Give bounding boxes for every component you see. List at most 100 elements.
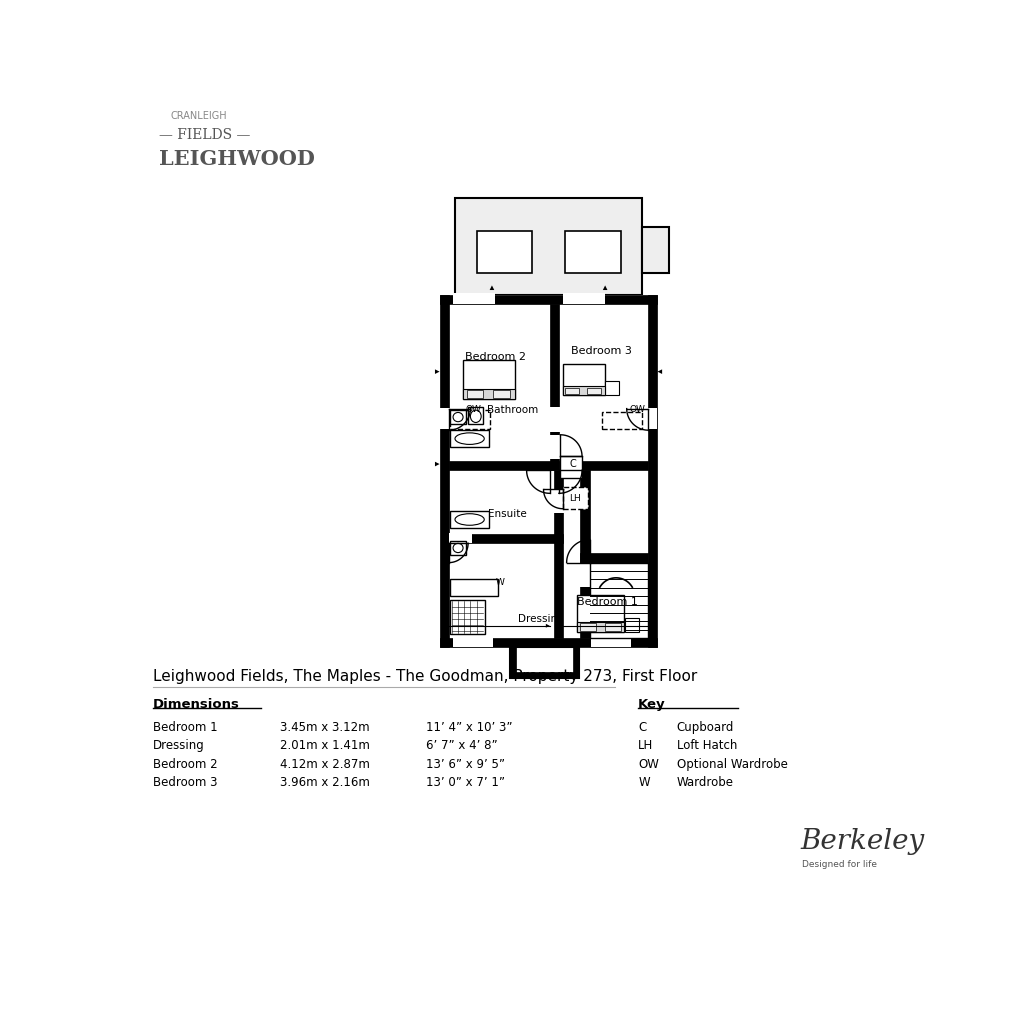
Text: 3.96m x 2.16m: 3.96m x 2.16m — [280, 775, 370, 789]
Polygon shape — [444, 625, 448, 628]
Text: Bedroom 1: Bedroom 1 — [577, 596, 637, 606]
Bar — [454, 199, 642, 296]
Text: LH: LH — [638, 739, 653, 751]
Text: Bedroom 1: Bedroom 1 — [153, 720, 218, 733]
Ellipse shape — [452, 544, 463, 553]
Text: 2.01m x 1.41m: 2.01m x 1.41m — [280, 739, 370, 751]
Bar — [510, 648, 516, 679]
Text: LH: LH — [569, 494, 581, 503]
Bar — [562, 488, 588, 510]
Ellipse shape — [454, 515, 484, 526]
Bar — [463, 361, 515, 399]
Bar — [450, 411, 466, 425]
Bar — [468, 408, 483, 425]
Text: C: C — [569, 459, 576, 468]
Polygon shape — [648, 625, 651, 628]
Bar — [562, 387, 604, 395]
Bar — [553, 471, 562, 639]
Bar — [452, 293, 494, 305]
Bar — [565, 231, 620, 274]
Text: OW: OW — [466, 405, 481, 414]
Bar — [562, 293, 604, 305]
Bar — [439, 409, 450, 430]
Text: Wardrobe: Wardrobe — [676, 775, 733, 789]
Text: CRANLEIGH: CRANLEIGH — [170, 111, 226, 120]
Bar — [565, 388, 579, 394]
Text: Key: Key — [638, 698, 665, 710]
Bar — [439, 296, 448, 648]
Bar — [510, 648, 579, 679]
Text: Bedroom 3: Bedroom 3 — [153, 775, 217, 789]
Bar — [493, 390, 510, 398]
Bar — [576, 595, 624, 632]
Bar — [476, 231, 532, 274]
Text: Designed for life: Designed for life — [802, 859, 876, 868]
Bar — [604, 381, 619, 395]
Text: 6’ 7” x 4’ 8”: 6’ 7” x 4’ 8” — [426, 739, 497, 751]
Bar — [439, 296, 657, 305]
Text: Dressing: Dressing — [153, 739, 205, 751]
Bar — [646, 409, 657, 430]
Text: Ensuite: Ensuite — [487, 508, 526, 518]
Text: Bedroom 2: Bedroom 2 — [153, 757, 218, 770]
Bar — [559, 457, 582, 479]
Bar — [604, 624, 621, 632]
Bar — [580, 471, 589, 639]
Bar — [625, 619, 638, 632]
Bar — [439, 639, 657, 648]
Polygon shape — [434, 370, 439, 375]
Text: — FIELDS —: — FIELDS — — [159, 127, 251, 142]
Text: Bathroom: Bathroom — [487, 405, 538, 414]
Polygon shape — [434, 463, 439, 467]
Text: OW: OW — [629, 405, 644, 414]
Bar — [450, 411, 490, 430]
Bar — [558, 462, 648, 471]
Bar — [549, 408, 559, 432]
Bar — [580, 553, 648, 564]
Text: W: W — [638, 775, 649, 789]
Bar — [510, 673, 579, 679]
Text: Berkeley: Berkeley — [799, 827, 923, 855]
Bar — [587, 388, 601, 394]
Bar — [448, 462, 553, 471]
Bar — [601, 413, 642, 430]
Bar — [450, 512, 488, 529]
Text: W: W — [495, 578, 503, 587]
Bar — [450, 541, 466, 555]
Bar — [562, 365, 604, 395]
Polygon shape — [558, 625, 562, 628]
Polygon shape — [602, 286, 607, 290]
Bar — [591, 637, 631, 648]
Bar — [580, 564, 591, 588]
Text: Dimensions: Dimensions — [153, 698, 239, 710]
Bar — [553, 490, 564, 513]
Text: Bedroom 2: Bedroom 2 — [464, 352, 525, 362]
Bar — [439, 296, 657, 648]
Bar — [573, 648, 579, 679]
Text: 13’ 6” x 9’ 5”: 13’ 6” x 9’ 5” — [426, 757, 505, 770]
Ellipse shape — [470, 411, 481, 423]
Bar — [549, 305, 558, 471]
Text: Leighwood Fields, The Maples - The Goodman, Property 273, First Floor: Leighwood Fields, The Maples - The Goodm… — [153, 668, 697, 684]
Text: Dressing: Dressing — [517, 613, 562, 624]
Text: C: C — [638, 720, 646, 733]
Bar — [549, 435, 559, 460]
Bar — [448, 533, 472, 544]
Text: 3.45m x 3.12m: 3.45m x 3.12m — [280, 720, 370, 733]
Bar — [579, 624, 595, 632]
Bar — [589, 564, 648, 639]
Text: Loft Hatch: Loft Hatch — [676, 739, 737, 751]
Bar — [642, 227, 668, 274]
Ellipse shape — [452, 413, 463, 422]
Bar — [576, 623, 624, 632]
Bar — [448, 535, 562, 544]
Ellipse shape — [454, 433, 484, 445]
Text: LEIGHWOOD: LEIGHWOOD — [159, 149, 315, 169]
Text: Optional Wardrobe: Optional Wardrobe — [676, 757, 787, 770]
Bar — [450, 600, 485, 635]
Polygon shape — [657, 370, 661, 375]
Bar — [648, 296, 657, 648]
Polygon shape — [489, 286, 494, 290]
Text: 11’ 4” x 10’ 3”: 11’ 4” x 10’ 3” — [426, 720, 513, 733]
Polygon shape — [545, 625, 549, 628]
